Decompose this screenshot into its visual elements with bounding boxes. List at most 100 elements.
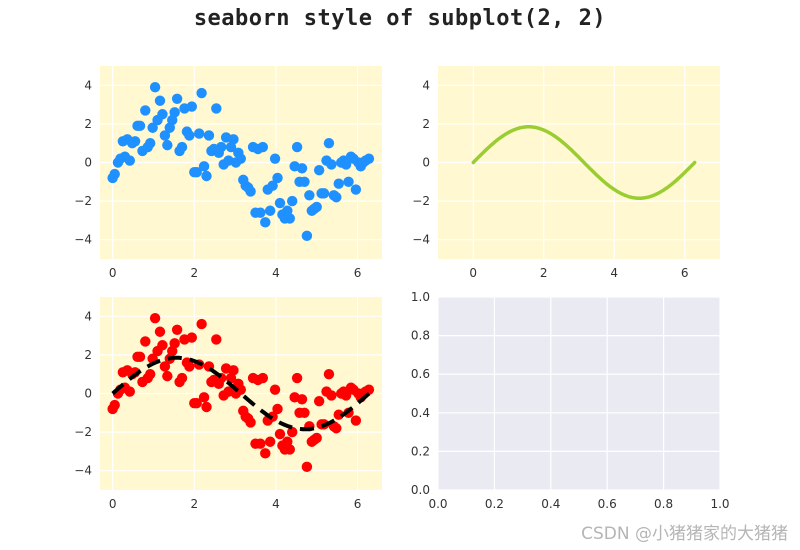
x-tick-label: 0 [109, 497, 117, 511]
scatter-point [363, 384, 375, 395]
scatter-point [245, 186, 256, 197]
scatter-point [296, 163, 308, 174]
scatter-point [255, 207, 266, 218]
scatter-point [257, 372, 269, 384]
scatter-point [301, 230, 313, 242]
scatter-point [124, 155, 135, 166]
scatter-point [162, 370, 173, 382]
scatter-point [272, 172, 283, 184]
scatter-point [264, 205, 276, 216]
y-tick-label: 4 [422, 78, 430, 92]
scatter-point [257, 141, 269, 153]
scatter-point [184, 361, 195, 372]
x-tick-label: 0 [109, 266, 117, 280]
y-tick-label: 4 [84, 309, 92, 323]
scatter-point [284, 213, 295, 224]
scatter-point [274, 197, 286, 209]
x-tick-label: 4 [272, 497, 280, 511]
scatter-point [331, 423, 342, 434]
y-tick-label: 0.6 [411, 367, 430, 381]
y-tick-label: 0.2 [411, 444, 430, 458]
scatter-point [311, 432, 322, 444]
scatter-point [169, 338, 180, 349]
x-tick-label: 0.4 [541, 497, 560, 511]
scatter-point [333, 409, 344, 420]
x-tick-label: 1.0 [710, 497, 729, 511]
scatter-point [124, 386, 135, 397]
scatter-point [228, 134, 239, 145]
scatter-point [326, 390, 337, 401]
scatter-point [340, 390, 352, 401]
scatter-point [196, 87, 207, 99]
x-tick-label: 2 [540, 266, 548, 280]
plot-area [107, 313, 375, 473]
scatter-point [201, 170, 212, 182]
scatter-point [255, 438, 266, 449]
scatter-point [291, 141, 303, 153]
x-tick-label: 0.2 [485, 497, 504, 511]
scatter-point [109, 399, 120, 411]
scatter-point [140, 105, 151, 116]
y-tick-label: 4 [84, 78, 92, 92]
scatter-point [154, 95, 166, 106]
scatter-point [287, 195, 298, 207]
scatter-point [326, 159, 337, 170]
scatter-point [157, 340, 168, 351]
x-tick-label: 0 [469, 266, 477, 280]
scatter-point [154, 326, 166, 337]
scatter-point [313, 396, 325, 407]
x-tick-label: 0.0 [428, 497, 447, 511]
scatter-point [313, 165, 325, 176]
scatter-point [186, 332, 198, 343]
scatter-point [228, 365, 239, 376]
subplot-top-left: 0 2 4 6 −4 −2 0 2 4 [74, 66, 382, 280]
scatter-point [191, 397, 202, 409]
scatter-point [350, 184, 362, 195]
scatter-point [291, 372, 303, 384]
scatter-point [198, 392, 210, 403]
scatter-point [162, 139, 173, 151]
scatter-point [159, 130, 171, 141]
scatter-point [274, 428, 286, 440]
scatter-point [176, 372, 188, 384]
y-tick-label: 2 [84, 348, 92, 362]
x-tick-label: 6 [681, 266, 689, 280]
scatter-point [260, 448, 271, 459]
subplot-bottom-left: 0 2 4 6 −4 −2 0 2 4 [74, 297, 382, 511]
axes-background [438, 297, 720, 490]
y-tick-label: −2 [74, 425, 92, 439]
y-tick-label: 0.4 [411, 406, 430, 420]
scatter-point [134, 351, 146, 363]
scatter-point [363, 153, 375, 164]
y-tick-label: −4 [412, 233, 430, 247]
x-tick-label: 6 [354, 266, 362, 280]
watermark: CSDN @小猪猪家的大猪猪 [581, 524, 788, 544]
scatter-point [269, 153, 281, 164]
scatter-point [323, 138, 335, 149]
scatter-point [267, 180, 278, 191]
scatter-point [235, 153, 246, 164]
scatter-point [211, 334, 222, 345]
x-tick-label: 4 [610, 266, 618, 280]
scatter-point [235, 384, 246, 395]
scatter-point [109, 168, 120, 180]
scatter-point [350, 415, 362, 426]
scatter-point [196, 318, 207, 330]
dashed-sine-line [111, 355, 371, 432]
figure-title: seaborn style of subplot(2, 2) [193, 6, 607, 31]
x-tick-label: 0.8 [654, 497, 673, 511]
scatter-point [176, 141, 188, 153]
scatter-point [203, 130, 215, 141]
y-tick-label: 0 [422, 156, 430, 170]
y-tick-label: 2 [422, 117, 430, 131]
scatter-point [318, 188, 330, 199]
y-tick-label: 0.8 [411, 329, 430, 343]
y-tick-label: −2 [74, 194, 92, 208]
scatter-point [264, 436, 276, 447]
scatter-point [184, 130, 195, 141]
scatter-point [304, 190, 315, 201]
scatter-point [301, 461, 313, 473]
y-tick-label: 2 [84, 117, 92, 131]
scatter-point [157, 109, 168, 120]
scatter-point [134, 120, 146, 132]
